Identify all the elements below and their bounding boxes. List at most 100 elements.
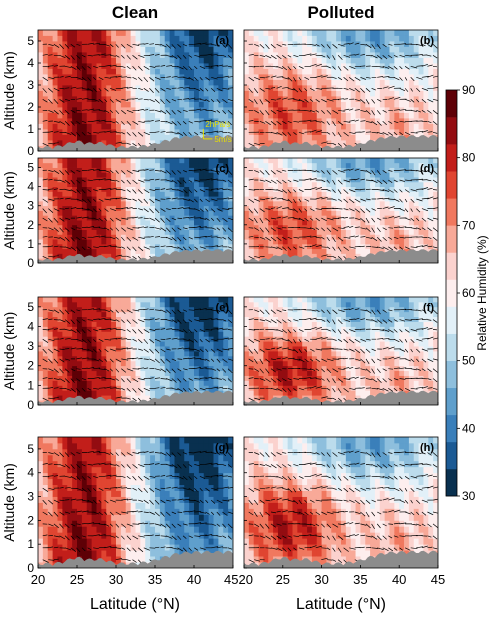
panel-label: (b) (420, 35, 434, 47)
colorbar-segment (446, 468, 457, 497)
x-tick-label: 45 (431, 572, 445, 587)
panel-g: (g) (37, 436, 234, 569)
panel-frame (243, 296, 439, 406)
y-tick-label: 5 (27, 161, 34, 175)
panel-frame (37, 157, 234, 264)
y-tick-label: 1 (27, 378, 34, 392)
y-axis-label: Altitude (km) (1, 463, 17, 542)
colorbar-tick-label: 90 (462, 83, 476, 97)
x-axis-label-right: Latitude (°N) (296, 596, 386, 613)
panel-frame (37, 29, 234, 152)
y-tick-label: 5 (27, 442, 34, 456)
panel-frame (243, 157, 439, 264)
colorbar-segment (446, 117, 457, 145)
panel-label: (c) (216, 163, 230, 175)
panel-d: (d) (243, 157, 439, 264)
panel-frame (243, 29, 439, 152)
x-tick-label-shared: 4520 (224, 572, 253, 587)
y-tick-label: 1 (27, 237, 34, 251)
panel-e: (e) (37, 296, 234, 406)
wind-vectors (248, 168, 438, 261)
terrain (244, 390, 438, 405)
y-tick-label: 2 (27, 513, 34, 527)
panel-label: (f) (423, 302, 434, 314)
x-tick-label: 40 (392, 572, 406, 587)
terrain (244, 134, 438, 151)
terrain (244, 550, 438, 568)
colorbar-segment (446, 198, 457, 226)
colorbar-segment (446, 90, 457, 118)
y-tick-label: 2 (27, 100, 34, 114)
x-tick-label: 35 (148, 572, 162, 587)
colorbar-segment (446, 414, 457, 443)
colorbar-segment (446, 225, 457, 253)
panel-f: (f) (243, 296, 439, 406)
terrain (38, 249, 233, 263)
y-tick-label: 3 (27, 199, 34, 213)
column-title-clean: Clean (112, 3, 158, 22)
y-tick-label: 0 (27, 144, 34, 158)
colorbar-segment (446, 306, 457, 334)
y-axis-label: Altitude (km) (1, 171, 17, 250)
colorbar-tick-label: 60 (462, 286, 476, 300)
y-tick-label: 4 (27, 56, 34, 70)
panel-label: (d) (420, 163, 434, 175)
y-tick-label: 3 (27, 339, 34, 353)
x-tick-label: 35 (353, 572, 367, 587)
wind-vectors (42, 308, 233, 403)
column-title-polluted: Polluted (307, 3, 374, 22)
colorbar-tick-label: 30 (462, 489, 476, 503)
x-tick-label: 30 (109, 572, 123, 587)
x-tick-label: 20 (31, 572, 45, 587)
panel-label: (h) (420, 442, 434, 454)
y-tick-label: 3 (27, 78, 34, 92)
x-tick-label: 25 (276, 572, 290, 587)
wind-vectors (248, 307, 438, 403)
colorbar-tick-label: 40 (462, 421, 476, 435)
wind-vectors (42, 450, 233, 565)
terrain (38, 550, 233, 568)
terrain (244, 249, 438, 263)
wind-vectors (42, 168, 233, 261)
y-tick-label: 1 (27, 537, 34, 551)
colorbar-segment (446, 144, 457, 172)
colorbar-segment (446, 441, 457, 470)
y-tick-label: 4 (27, 180, 34, 194)
colorbar-tick-label: 70 (462, 218, 476, 232)
panel-label: (g) (215, 442, 229, 454)
colorbar-tick-label: 50 (462, 354, 476, 368)
colorbar: 30 40 50 60 70 80 90 Relative Humidity (%) (445, 83, 489, 503)
y-axis-label: Altitude (km) (1, 312, 17, 391)
colorbar-label: Relative Humidity (%) (475, 235, 489, 350)
vector-key-vertical: 2hPa/s (205, 120, 230, 129)
y-tick-label: 1 (27, 122, 34, 136)
panel-c: (c) (37, 157, 234, 264)
y-tick-label: 4 (27, 319, 34, 333)
panel-label: (a) (216, 35, 230, 47)
panel-h: (h) (243, 436, 439, 569)
y-tick-label: 5 (27, 300, 34, 314)
panel-frame (243, 436, 439, 569)
terrain (38, 390, 233, 405)
y-axis-label: Altitude (km) (1, 51, 17, 130)
colorbar-segment (446, 252, 457, 280)
y-tick-label: 2 (27, 359, 34, 373)
y-tick-label: 3 (27, 490, 34, 504)
y-tick-label: 5 (27, 34, 34, 48)
colorbar-tick-label: 80 (462, 151, 476, 165)
terrain (38, 134, 233, 151)
panel-frame (37, 296, 234, 406)
colorbar-segment (446, 387, 457, 416)
colorbar-segment (446, 333, 457, 361)
y-tick-label: 0 (27, 398, 34, 412)
wind-vectors (248, 450, 438, 564)
colorbar-segment (446, 279, 457, 307)
panel-label: (e) (216, 302, 230, 314)
y-tick-label: 2 (27, 218, 34, 232)
y-tick-label: 0 (27, 256, 34, 270)
x-tick-label: 30 (314, 572, 328, 587)
panels: (a) 2hPa/s 5m/s (b) (c) (d) (e) (f) (g) (h) (37, 29, 439, 569)
colorbar-segment (446, 360, 457, 389)
